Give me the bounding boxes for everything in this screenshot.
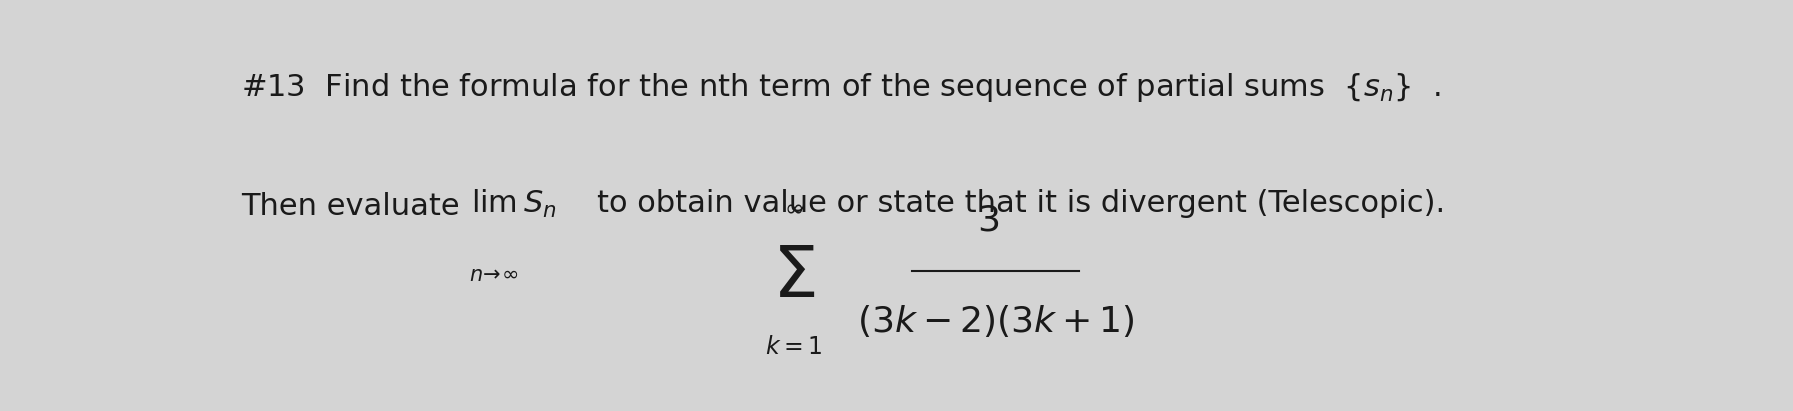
Text: $\Sigma$: $\Sigma$: [773, 242, 816, 312]
Text: $n\!\rightarrow\!\infty$: $n\!\rightarrow\!\infty$: [468, 265, 518, 284]
Text: $k=1$: $k=1$: [766, 335, 823, 359]
Text: $(3k-2)(3k+1)$: $(3k-2)(3k+1)$: [857, 303, 1135, 339]
Text: $3$: $3$: [977, 203, 999, 237]
Text: $S_n$: $S_n$: [524, 189, 556, 219]
Text: Then evaluate: Then evaluate: [240, 192, 459, 221]
Text: $\infty$: $\infty$: [784, 196, 803, 219]
Text: to obtain value or state that it is divergent (Telescopic).: to obtain value or state that it is dive…: [597, 189, 1445, 217]
Text: $\lim$: $\lim$: [472, 189, 518, 217]
Text: #13  Find the formula for the nth term of the sequence of partial sums  $\{s_n\}: #13 Find the formula for the nth term of…: [240, 72, 1440, 104]
